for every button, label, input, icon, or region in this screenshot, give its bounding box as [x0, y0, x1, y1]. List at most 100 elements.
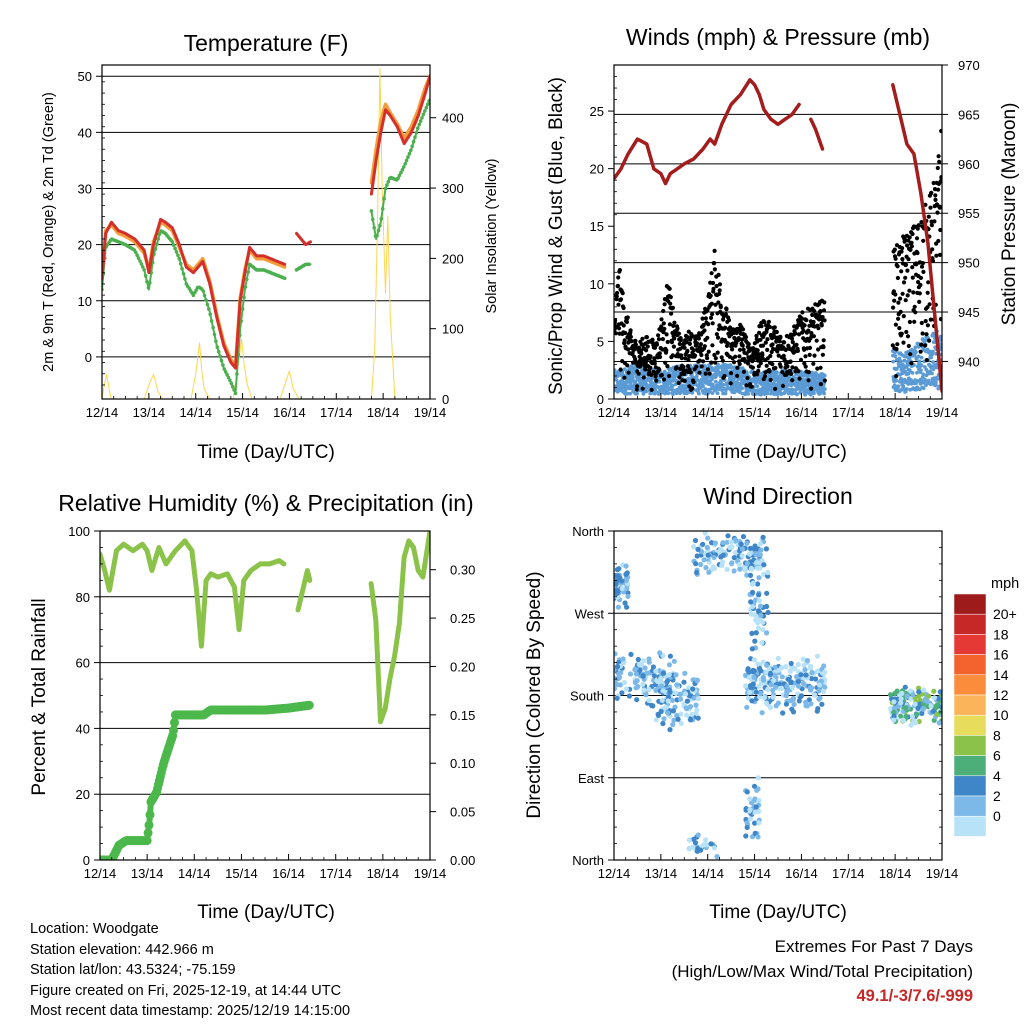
direction-point: [666, 672, 672, 678]
direction-point: [913, 720, 919, 726]
gust-point: [626, 347, 631, 352]
gust-point: [760, 343, 766, 348]
direction-point: [771, 677, 777, 684]
direction-point: [664, 679, 670, 685]
dewpoint-line-point: [409, 148, 413, 153]
gust-point: [939, 128, 942, 134]
direction-point: [750, 681, 756, 687]
dewpoint-line-point: [404, 158, 409, 163]
direction-point: [898, 696, 904, 702]
direction-point: [703, 837, 709, 843]
gust-point: [905, 293, 910, 298]
direction-point: [773, 684, 779, 690]
gust-point: [789, 336, 795, 341]
colorbar-label: 4: [993, 768, 1001, 784]
direction-point: [887, 692, 894, 698]
gust-point: [678, 338, 684, 343]
gust-point: [899, 269, 904, 274]
gust-point: [713, 356, 718, 361]
gust-point: [706, 349, 711, 354]
precipitation-point: [142, 836, 152, 846]
direction-point: [661, 716, 667, 722]
gust-point: [715, 335, 721, 340]
gust-point: [806, 328, 811, 333]
gust-point: [776, 353, 781, 358]
y-right-tick-label: 965: [958, 107, 980, 122]
direction-point: [817, 695, 823, 701]
direction-point: [669, 697, 676, 704]
direction-point: [665, 710, 671, 716]
direction-point: [651, 673, 657, 679]
gust-point: [822, 378, 828, 383]
direction-point: [808, 663, 814, 670]
dewpoint-line-point: [397, 173, 402, 178]
gust-point: [667, 322, 673, 327]
gust-point: [758, 337, 763, 342]
direction-point: [666, 662, 673, 668]
gust-point: [899, 249, 904, 254]
direction-point: [701, 557, 707, 563]
sustained-wind-point: [628, 391, 632, 396]
dewpoint-line-point: [209, 319, 214, 323]
colorbar-swatch: [953, 613, 987, 635]
sustained-wind-point: [910, 371, 915, 375]
direction-point: [747, 689, 753, 695]
sustained-wind-point: [723, 391, 728, 396]
speed-legend-title: mph: [991, 576, 1019, 592]
gust-point: [778, 334, 783, 339]
sustained-wind-point: [740, 386, 745, 391]
direction-point: [632, 679, 638, 686]
direction-point: [659, 683, 665, 689]
gust-point: [731, 360, 737, 365]
direction-point: [752, 796, 758, 802]
gust-point: [770, 362, 775, 367]
gust-point: [896, 300, 901, 305]
gust-point: [654, 378, 659, 383]
station-latlon: Station lat/lon: 43.5324; -75.159: [30, 962, 236, 978]
gust-point: [780, 370, 785, 375]
sustained-wind-point: [934, 380, 938, 385]
direction-point: [898, 700, 904, 706]
gust-point: [932, 219, 937, 224]
direction-point: [635, 684, 641, 690]
gust-point: [659, 373, 664, 378]
sustained-wind-point: [921, 386, 926, 391]
direction-point: [711, 565, 718, 572]
direction-point: [690, 844, 696, 850]
direction-point: [698, 561, 704, 568]
dewpoint-line-point: [208, 312, 212, 317]
dewpoint-line-point: [240, 307, 245, 312]
colorbar-swatch: [953, 674, 987, 696]
direction-point: [752, 543, 758, 549]
direction-point: [643, 692, 649, 698]
sustained-wind-point: [652, 391, 657, 396]
gust-point: [767, 369, 772, 374]
gust-point: [919, 342, 924, 347]
direction-point: [711, 845, 718, 851]
temperature-y-label: 2m & 9m T (Red, Orange) & 2m Td (Green): [41, 92, 57, 372]
sustained-wind-point: [732, 386, 736, 390]
gust-point: [821, 338, 826, 343]
direction-point: [938, 704, 942, 710]
direction-point: [754, 559, 760, 566]
direction-point: [724, 566, 730, 573]
gust-point: [898, 309, 903, 314]
dewpoint-line-point: [216, 349, 221, 354]
direction-point: [780, 710, 786, 716]
gust-point: [906, 257, 911, 262]
direction-point: [760, 675, 767, 681]
humidity-series: [100, 531, 430, 860]
direction-point: [809, 670, 815, 676]
gust-point: [822, 318, 827, 323]
direction-point: [759, 640, 765, 646]
direction-point: [775, 655, 781, 662]
temperature-x-label: Time (Day/UTC): [197, 442, 335, 463]
sustained-wind-point: [929, 355, 934, 360]
gust-point: [672, 336, 677, 341]
direction-point: [658, 675, 664, 682]
direction-point: [894, 688, 900, 694]
direction-point: [690, 686, 696, 692]
gust-point: [667, 286, 672, 291]
direction-point: [891, 699, 897, 705]
direction-point: [801, 662, 807, 668]
